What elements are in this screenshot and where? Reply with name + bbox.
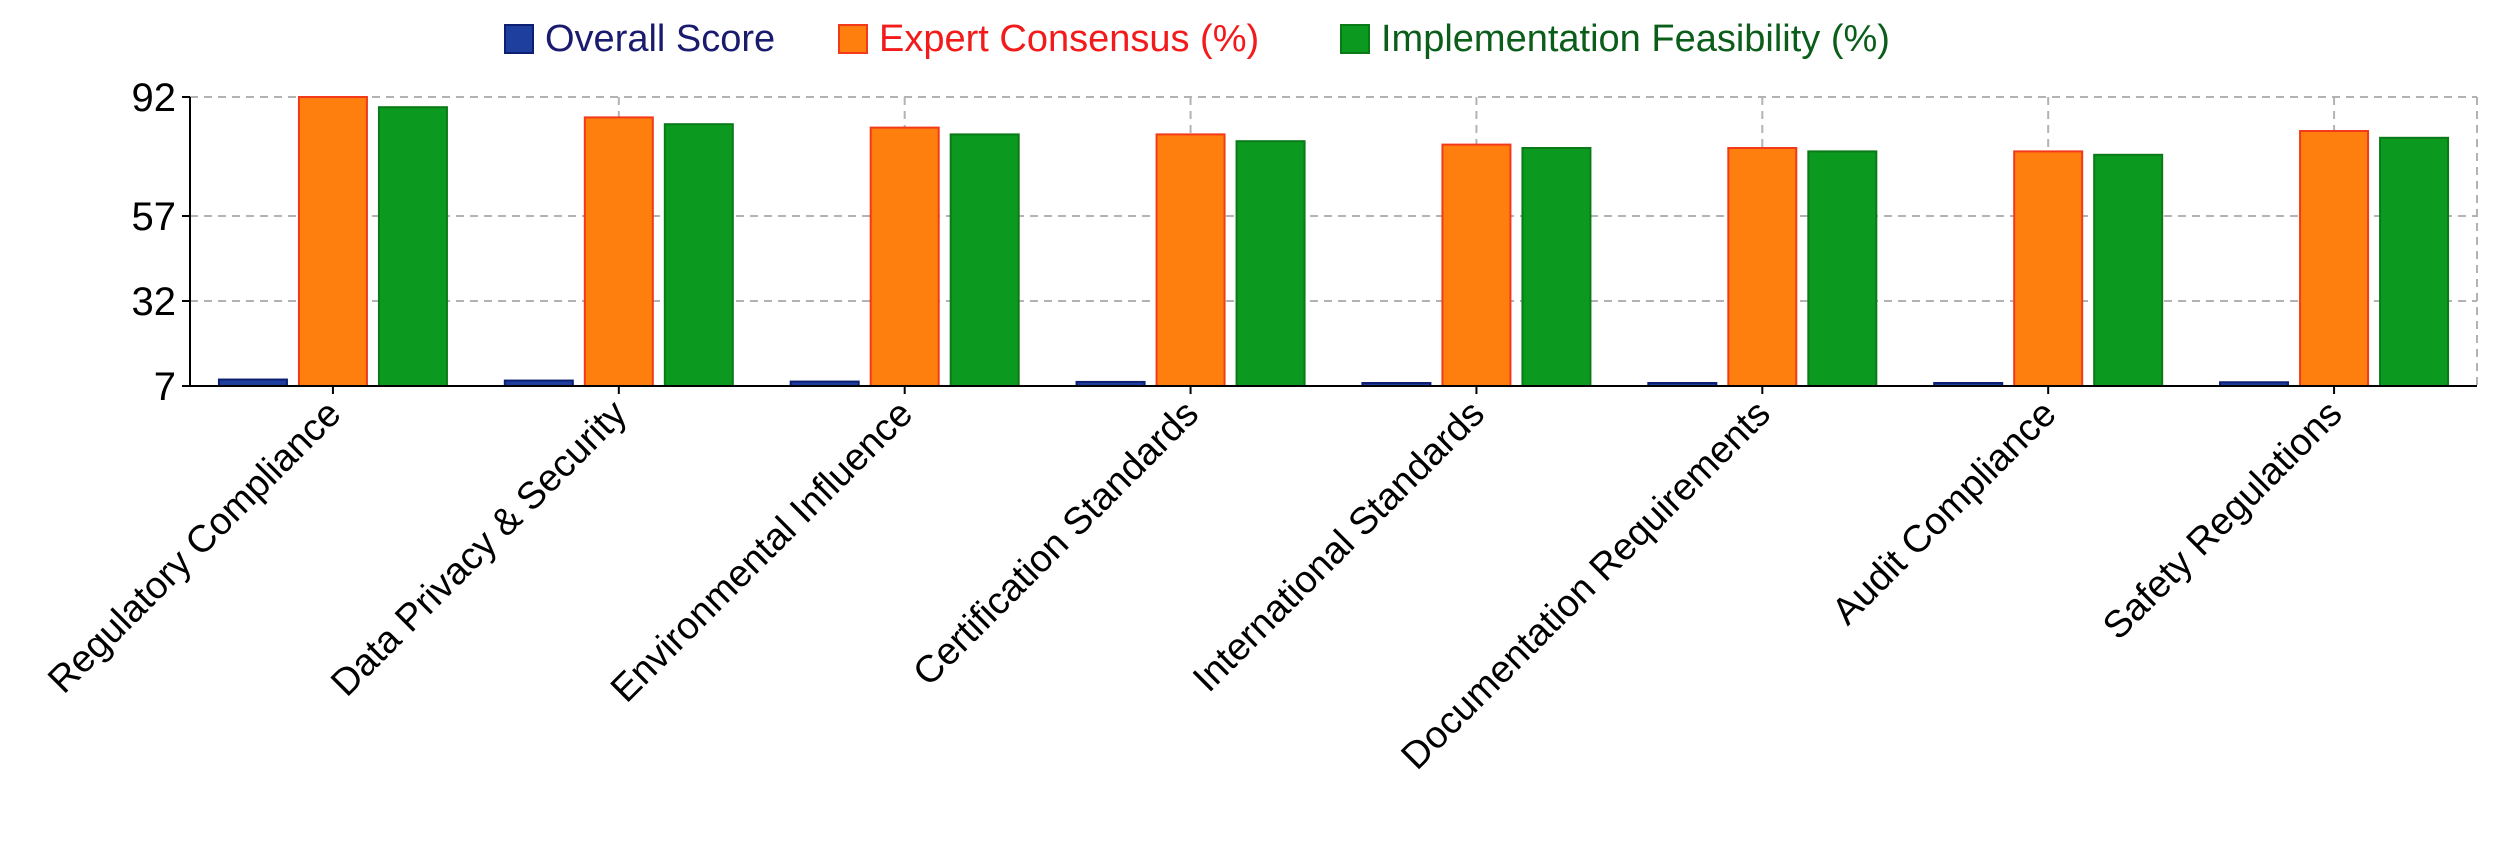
bar-expert-consensus-international-standards: [1441, 143, 1512, 387]
bar-expert-consensus-regulatory-compliance: [297, 96, 368, 387]
bar-implementation-feasibility-audit-compliance: [2093, 153, 2164, 387]
bar-expert-consensus-environmental-influence: [869, 126, 940, 387]
y-tick-label: 57: [132, 195, 177, 239]
bar-implementation-feasibility-safety-regulations: [2379, 136, 2450, 387]
bar-expert-consensus-certification-standards: [1155, 133, 1226, 387]
bar-expert-consensus-data-privacy-security: [583, 116, 654, 388]
axes: [189, 97, 2477, 387]
legend: Overall Score Expert Consensus (%) Imple…: [504, 18, 1890, 60]
category-label-safety-regulations: Safety Regulations: [2095, 393, 2350, 648]
bar-expert-consensus-audit-compliance: [2013, 150, 2084, 387]
bar-implementation-feasibility-documentation-requirements: [1807, 150, 1878, 387]
legend-label-expert-consensus: Expert Consensus (%): [879, 18, 1259, 60]
legend-swatch-expert-consensus: [838, 24, 868, 54]
category-label-environmental-influence: Environmental Influence: [603, 393, 921, 711]
category-label-data-privacy-security: Data Privacy & Security: [323, 393, 635, 705]
bar-implementation-feasibility-regulatory-compliance: [377, 106, 448, 387]
category-label-audit-compliance: Audit Compliance: [1824, 393, 2064, 633]
y-tick-labels: 7 32 57 92: [132, 76, 190, 409]
category-label-regulatory-compliance: Regulatory Compliance: [40, 393, 349, 702]
bar-implementation-feasibility-environmental-influence: [949, 133, 1020, 387]
legend-swatch-implementation-feasibility: [1340, 24, 1370, 54]
legend-swatch-overall-score: [504, 24, 534, 54]
bar-implementation-feasibility-data-privacy-security: [663, 123, 734, 387]
bar-implementation-feasibility-international-standards: [1521, 147, 1592, 387]
y-tick-label: 32: [132, 280, 177, 324]
y-tick-label: 7: [154, 365, 176, 409]
category-label-international-standards: International Standards: [1185, 393, 1493, 701]
bar-expert-consensus-safety-regulations: [2299, 130, 2370, 387]
category-label-certification-standards: Certification Standards: [905, 393, 1207, 695]
bars: [217, 96, 2450, 388]
bar-implementation-feasibility-certification-standards: [1235, 140, 1306, 387]
y-tick-label: 92: [132, 76, 177, 120]
legend-label-implementation-feasibility: Implementation Feasibility (%): [1381, 18, 1890, 60]
bar-expert-consensus-documentation-requirements: [1727, 147, 1798, 387]
legend-label-overall-score: Overall Score: [545, 18, 775, 60]
